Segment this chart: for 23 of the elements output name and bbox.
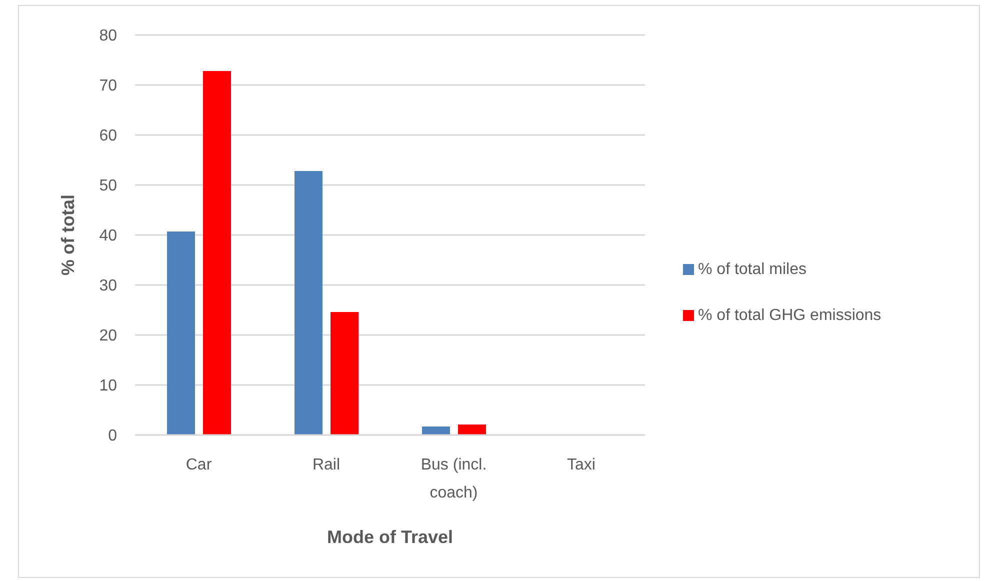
bar — [203, 71, 231, 435]
y-tick-label: 30 — [99, 278, 118, 295]
y-tick-label: 10 — [99, 378, 118, 395]
y-tick-label: 40 — [99, 228, 118, 245]
legend-label: % of total miles — [698, 261, 806, 278]
y-axis-title: % of total — [58, 194, 78, 276]
x-tick-label: Car — [186, 456, 212, 474]
bar — [330, 312, 358, 435]
x-tick-label: Bus (incl. coach) — [420, 456, 487, 502]
y-tick-label: 0 — [108, 428, 118, 445]
bar — [167, 232, 195, 435]
x-axis-title: Mode of Travel — [326, 527, 454, 547]
y-tick-label: 60 — [99, 128, 118, 145]
bar — [458, 424, 486, 435]
legend-label: % of total GHG emissions — [698, 307, 882, 324]
bar — [422, 426, 450, 435]
y-tick-label: 20 — [99, 328, 118, 345]
bar — [294, 171, 322, 435]
y-tick-label: 50 — [99, 178, 118, 195]
y-tick-label: 80 — [99, 28, 118, 45]
x-tick-label: Taxi — [567, 456, 596, 474]
y-tick-label: 70 — [99, 78, 118, 95]
x-tick-label: Rail — [312, 456, 340, 474]
